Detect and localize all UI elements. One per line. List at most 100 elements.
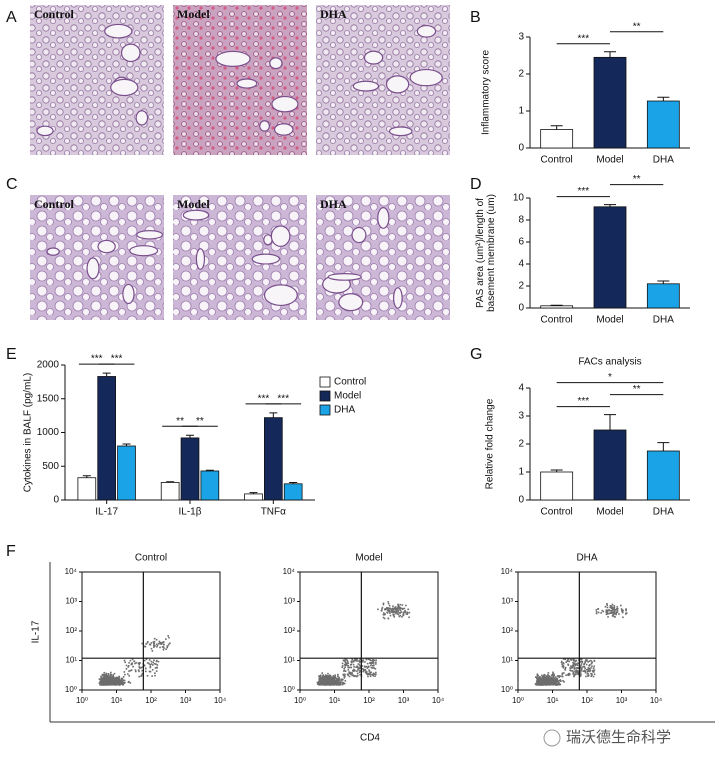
event-dot: [165, 648, 167, 651]
event-dot: [118, 680, 121, 683]
event-dot: [112, 682, 115, 685]
legend-label: Control: [334, 377, 366, 388]
event-dot: [343, 682, 346, 685]
event-dot: [579, 675, 582, 678]
event-dot: [616, 608, 618, 610]
event-dot: [580, 663, 583, 665]
event-dot: [592, 670, 594, 673]
event-dot: [556, 682, 558, 685]
y-tick-label: 0: [518, 143, 524, 154]
tissue-structure: [352, 80, 380, 92]
event-dot: [344, 658, 346, 661]
event-dot: [588, 664, 591, 667]
event-dot: [151, 669, 154, 671]
y-tick-label: 4: [518, 259, 524, 270]
tissue-structure: [263, 284, 298, 307]
event-dot: [613, 604, 616, 607]
event-dot: [156, 659, 158, 662]
event-dot: [373, 664, 375, 667]
event-dot: [353, 665, 355, 668]
event-dot: [592, 667, 595, 670]
event-dot: [151, 664, 154, 666]
event-dot: [397, 603, 399, 606]
event-dot: [355, 658, 358, 661]
event-dot: [153, 637, 156, 640]
event-dot: [609, 610, 612, 612]
event-dot: [621, 609, 624, 612]
event-dot: [110, 671, 112, 674]
event-dot: [401, 604, 404, 606]
event-dot: [548, 681, 551, 683]
event-dot: [584, 660, 587, 662]
event-dot: [389, 614, 392, 617]
event-dot: [317, 680, 320, 683]
y-tick-label: 3: [518, 32, 524, 43]
event-dot: [104, 674, 106, 677]
event-dot: [322, 674, 325, 676]
event-dot: [111, 683, 113, 685]
event-dot: [555, 677, 558, 680]
y-tick-label: 10⁰: [65, 685, 77, 694]
event-dot: [593, 665, 596, 668]
event-dot: [537, 677, 539, 679]
event-dot: [128, 670, 130, 672]
event-dot: [567, 663, 569, 666]
event-dot: [144, 670, 147, 673]
event-dot: [568, 672, 571, 675]
bar: [117, 445, 136, 501]
event-dot: [320, 678, 323, 680]
event-dot: [352, 669, 354, 672]
event-dot: [152, 644, 155, 646]
event-dot: [403, 607, 406, 610]
significance-label: ***: [577, 396, 589, 407]
event-dot: [316, 681, 319, 684]
event-dot: [328, 683, 331, 685]
error-bar: [249, 492, 258, 494]
error-bar: [186, 434, 194, 438]
event-dot: [124, 681, 126, 684]
event-dot: [567, 672, 570, 675]
event-dot: [387, 602, 390, 605]
event-dot: [613, 606, 616, 609]
event-dot: [382, 616, 385, 619]
event-dot: [113, 681, 115, 684]
event-dot: [397, 613, 399, 615]
event-dot: [110, 679, 112, 682]
x-tick-label: Model: [596, 507, 623, 518]
event-dot: [146, 674, 149, 677]
event-dot: [332, 680, 334, 682]
event-dot: [555, 681, 557, 684]
event-dot: [100, 677, 102, 679]
event-dot: [152, 641, 155, 643]
event-dot: [341, 678, 343, 681]
event-dot: [541, 677, 544, 680]
event-dot: [548, 675, 551, 677]
event-dot: [579, 661, 582, 663]
x-axis-label: CD4: [360, 733, 380, 744]
event-dot: [393, 615, 396, 618]
event-dot: [550, 676, 552, 678]
tissue-structure: [377, 206, 390, 229]
event-dot: [334, 682, 336, 685]
significance-label: **: [633, 21, 641, 32]
event-dot: [336, 677, 338, 680]
event-dot: [149, 643, 151, 646]
event-dot: [145, 643, 147, 645]
event-dot: [146, 662, 149, 664]
event-dot: [537, 674, 540, 677]
event-dot: [395, 611, 397, 614]
event-dot: [370, 666, 373, 669]
event-dot: [547, 684, 549, 686]
event-dot: [352, 660, 355, 662]
event-dot: [157, 642, 160, 645]
event-dot: [120, 679, 122, 682]
event-dot: [404, 611, 407, 614]
event-dot: [121, 678, 123, 680]
event-dot: [575, 669, 577, 671]
event-dot: [347, 669, 350, 671]
event-dot: [606, 611, 608, 614]
event-dot: [153, 646, 155, 648]
event-dot: [162, 641, 164, 644]
event-dot: [384, 613, 386, 615]
micrograph: Control: [30, 5, 164, 155]
